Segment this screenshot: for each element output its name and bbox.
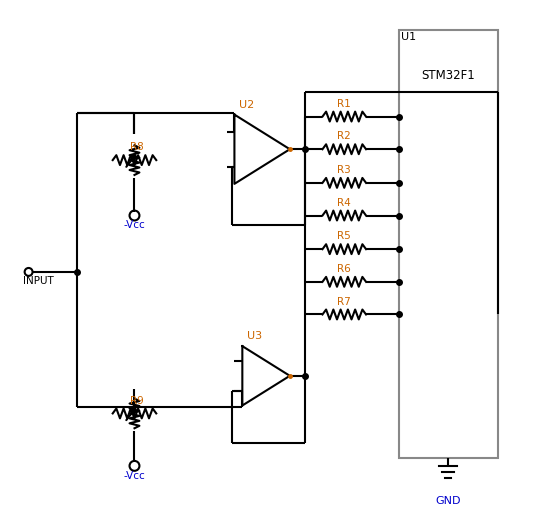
Text: R1: R1 xyxy=(338,98,351,108)
Text: STM32F1: STM32F1 xyxy=(421,69,475,81)
Text: R4: R4 xyxy=(338,198,351,207)
Text: R2: R2 xyxy=(338,131,351,141)
Text: U3: U3 xyxy=(247,331,262,341)
Text: R6: R6 xyxy=(338,264,351,274)
Text: R3: R3 xyxy=(338,165,351,175)
FancyBboxPatch shape xyxy=(399,31,498,458)
Text: U2: U2 xyxy=(239,99,255,110)
Text: R8: R8 xyxy=(129,142,143,152)
Text: R5: R5 xyxy=(338,231,351,241)
Text: -Vcc: -Vcc xyxy=(124,471,145,481)
Text: INPUT: INPUT xyxy=(22,276,53,286)
Text: R7: R7 xyxy=(338,297,351,306)
Text: GND: GND xyxy=(436,496,461,506)
Text: R9: R9 xyxy=(129,396,143,406)
Text: U1: U1 xyxy=(401,32,416,42)
Text: -Vcc: -Vcc xyxy=(124,221,145,231)
